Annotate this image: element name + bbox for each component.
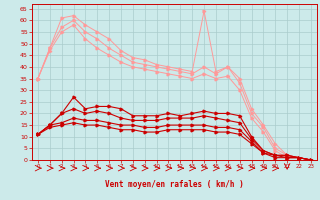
X-axis label: Vent moyen/en rafales ( km/h ): Vent moyen/en rafales ( km/h ) xyxy=(105,180,244,189)
